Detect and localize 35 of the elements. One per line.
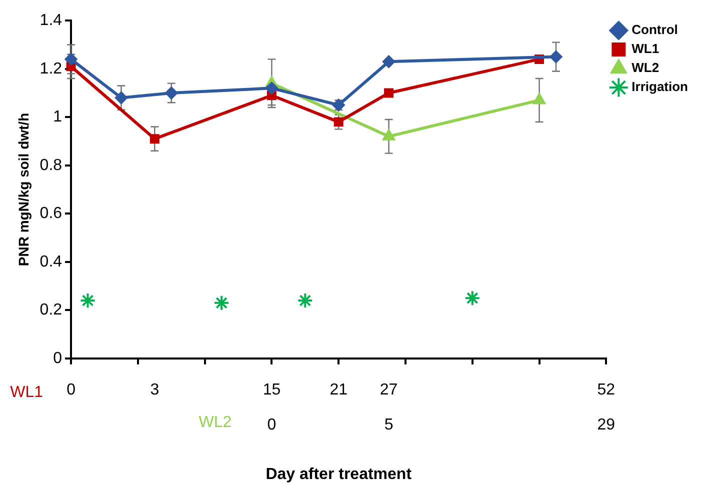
y-tick-label: 0.2 xyxy=(40,302,62,319)
point xyxy=(384,88,394,98)
y-tick-label: 1.2 xyxy=(40,60,62,78)
x-tick-label: 0 xyxy=(66,381,76,398)
point xyxy=(297,292,314,308)
point xyxy=(150,134,160,144)
y-axis-title: PNR mgN/kg soil dwt/h xyxy=(15,112,32,266)
point xyxy=(64,52,78,66)
legend-label: Irrigation xyxy=(632,79,688,94)
text: WL1 xyxy=(10,384,44,401)
legend-label: Control xyxy=(632,22,678,38)
y-tick-label: 0.6 xyxy=(40,205,62,222)
point xyxy=(164,86,178,100)
x-tick-label: 21 xyxy=(330,381,348,398)
point xyxy=(214,294,230,311)
x-tick-label: 27 5 xyxy=(380,381,398,434)
y-tick-label: 0 xyxy=(53,350,62,367)
y-tick-label: 0.4 xyxy=(40,253,62,270)
point xyxy=(80,292,96,308)
x-tick-label: 15 0 xyxy=(262,381,281,434)
point xyxy=(334,117,344,127)
legend-label: WL1 xyxy=(632,41,660,56)
point xyxy=(265,82,278,95)
point xyxy=(114,91,128,104)
text: WL2 xyxy=(198,414,232,431)
y-tick-label: 1.4 xyxy=(40,12,62,30)
legend-label: WL2 xyxy=(632,60,660,76)
x-tick-label: 3 xyxy=(150,381,160,398)
point xyxy=(464,290,480,306)
y-tick-label: 0.8 xyxy=(40,156,62,174)
x-tick-label: 52 29 xyxy=(597,381,616,434)
x-axis-title: Day after treatment xyxy=(266,466,412,483)
point xyxy=(549,50,562,64)
point xyxy=(382,55,396,68)
y-tick-label: 1 xyxy=(53,108,62,126)
